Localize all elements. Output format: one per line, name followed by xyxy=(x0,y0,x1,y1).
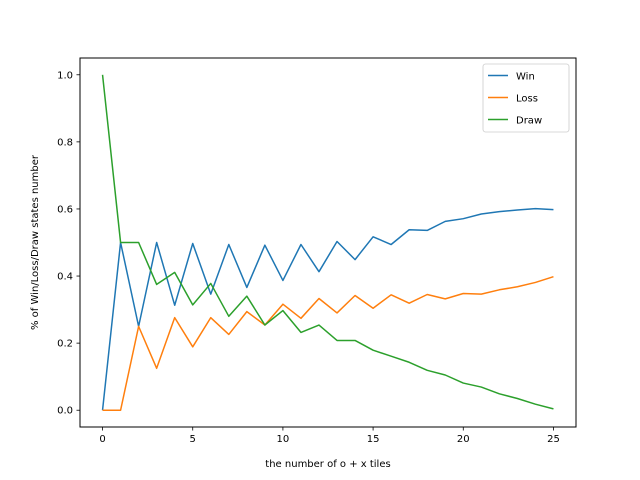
series-line-win xyxy=(101,207,554,411)
series-line-draw xyxy=(101,74,554,410)
legend-label-draw: Draw xyxy=(516,116,542,127)
y-tick-label: 1.0 xyxy=(57,70,73,81)
legend-label-win: Win xyxy=(516,72,535,83)
y-tick-label: 0.0 xyxy=(57,406,73,417)
x-axis-label: the number of o + x tiles xyxy=(265,459,390,470)
x-tick-label: 5 xyxy=(190,434,196,445)
x-tick-label: 25 xyxy=(547,434,560,445)
series-line-loss xyxy=(102,276,554,411)
x-tick-label: 20 xyxy=(457,434,470,445)
y-tick-label: 0.4 xyxy=(57,272,73,283)
legend-box xyxy=(482,63,570,133)
series-layer xyxy=(101,74,554,411)
y-tick-label: 0.2 xyxy=(57,339,73,350)
legend: Win Loss Draw xyxy=(482,63,570,133)
x-axis-ticks: 0 5 10 15 20 25 xyxy=(99,427,560,445)
y-axis-ticks: 0.0 0.2 0.4 0.6 0.8 1.0 xyxy=(57,70,80,417)
x-tick-label: 10 xyxy=(277,434,290,445)
y-axis-label: % of Win/Loss/Draw states number xyxy=(30,154,41,330)
legend-label-loss: Loss xyxy=(516,94,538,105)
plot-frame xyxy=(79,57,577,428)
x-tick-label: 0 xyxy=(99,434,105,445)
y-tick-label: 0.6 xyxy=(57,204,73,215)
x-tick-label: 15 xyxy=(367,434,380,445)
y-tick-label: 0.8 xyxy=(57,137,73,148)
